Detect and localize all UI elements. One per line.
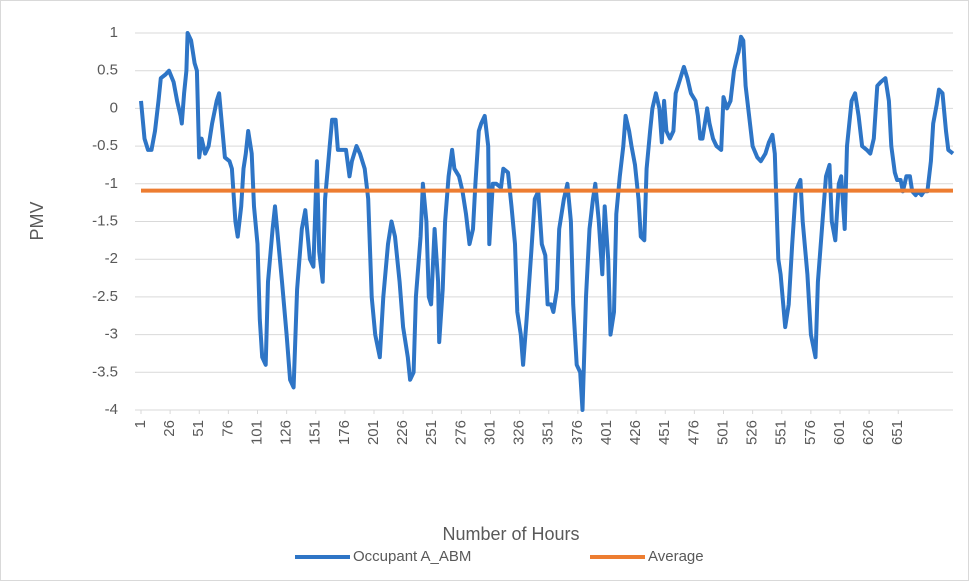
x-tick-label: 76 [219,420,236,437]
legend-label: Occupant A_ABM [353,548,471,565]
y-tick-label: -1 [105,175,118,192]
y-tick-label: -2.5 [92,288,118,305]
x-tick-label: 126 [278,420,295,445]
x-tick-label: 451 [656,420,673,445]
x-tick-label: 326 [511,420,528,445]
x-tick-label: 376 [569,420,586,445]
x-tick-label: 276 [452,420,469,445]
y-tick-label: -2 [105,250,118,267]
x-tick-label: 426 [627,420,644,445]
series-line [139,31,955,412]
y-tick-label: 0 [110,99,118,116]
x-tick-label: 601 [831,420,848,445]
y-tick-label: -4 [105,401,118,418]
x-tick-label: 476 [685,420,702,445]
y-axis-title: PMV [27,201,47,240]
x-tick-label: 526 [744,420,761,445]
x-tick-label: 26 [161,420,178,437]
x-tick-label: 301 [481,420,498,445]
x-axis-title: Number of Hours [442,524,579,544]
x-tick-label: 626 [860,420,877,445]
x-tick-label: 576 [802,420,819,445]
y-tick-label: -0.5 [92,137,118,154]
x-tick-label: 401 [598,420,615,445]
x-tick-label: 201 [365,420,382,445]
x-tick-label: 51 [190,420,207,437]
x-tick-label: 501 [714,420,731,445]
x-tick-label: 226 [394,420,411,445]
y-tick-label: -1.5 [92,212,118,229]
x-tick-label: 251 [423,420,440,445]
x-tick-label: 151 [307,420,324,445]
x-tick-label: 351 [540,420,557,445]
x-tick-label: 1 [132,420,149,428]
x-tick-label: 176 [336,420,353,445]
y-tick-label: 0.5 [97,62,118,79]
x-tick-label: 651 [889,420,906,445]
x-tick-label: 101 [248,420,265,445]
legend-label: Average [648,548,704,565]
x-tick-label: 551 [773,420,790,445]
y-tick-label: 1 [110,24,118,41]
y-tick-label: -3.5 [92,363,118,380]
y-tick-label: -3 [105,326,118,343]
